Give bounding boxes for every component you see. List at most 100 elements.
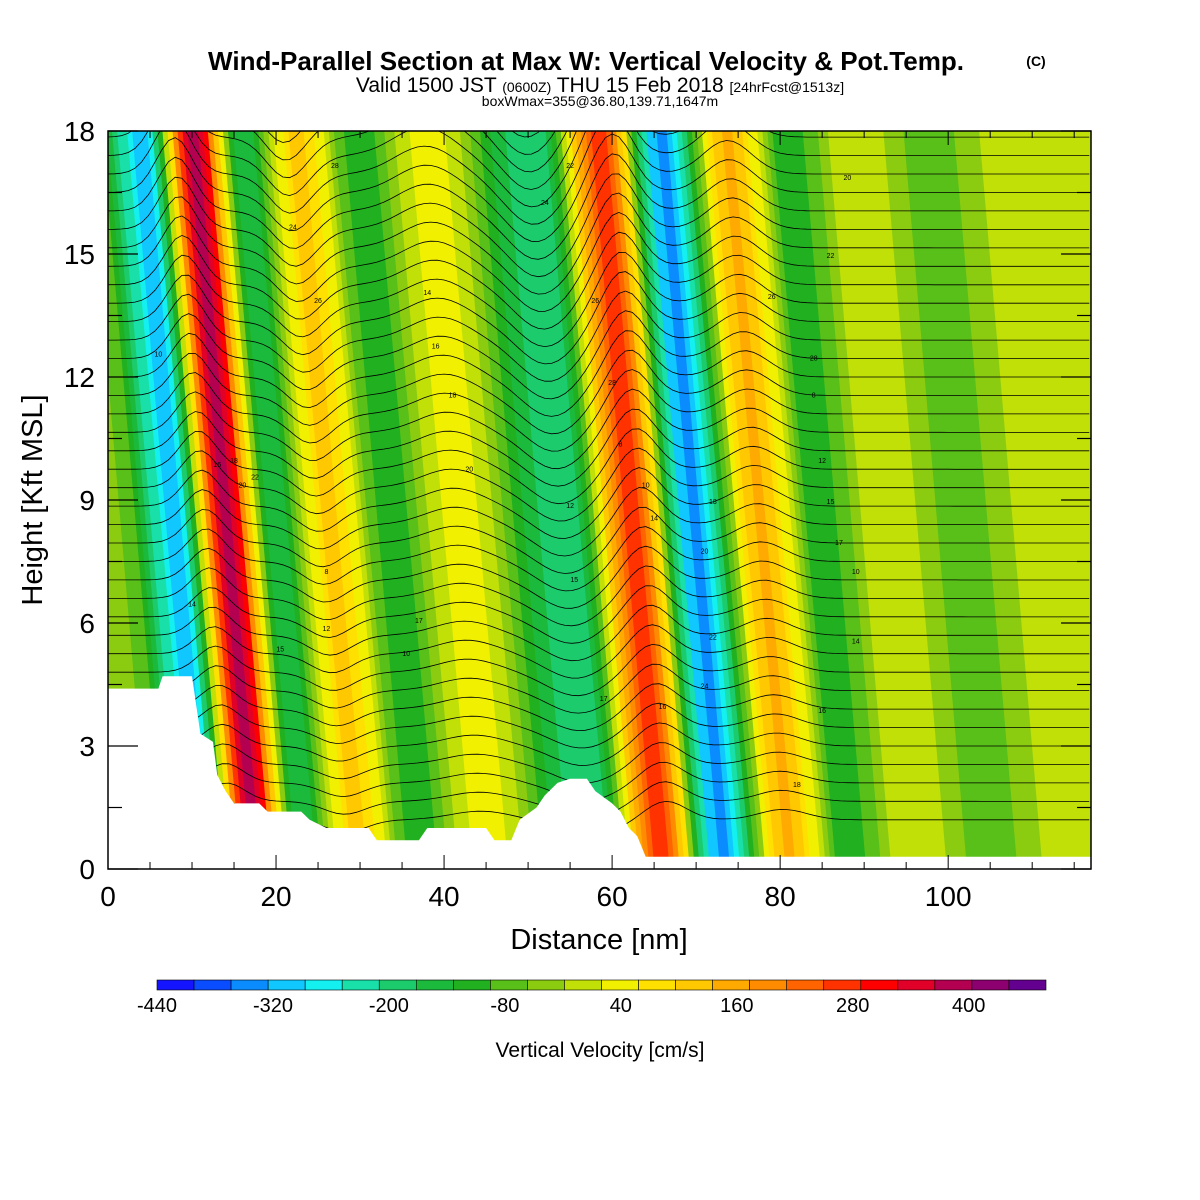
theta-contour-label: 12 <box>566 503 574 510</box>
velocity-cell <box>157 131 227 869</box>
theta-contour-label: 16 <box>818 708 826 715</box>
theta-contour <box>108 722 1090 766</box>
velocity-cell <box>969 131 1038 869</box>
theta-contour-label: 14 <box>423 290 431 297</box>
velocity-cell <box>671 131 741 869</box>
velocity-cell <box>721 131 791 869</box>
velocity-cell <box>409 131 479 869</box>
x-tick-label: 60 <box>597 881 628 912</box>
theta-contour <box>108 131 1090 190</box>
velocity-cell <box>611 131 681 869</box>
velocity-cell <box>550 131 620 869</box>
colorbar-tick-label: -320 <box>253 995 293 1017</box>
velocity-cell <box>565 131 635 869</box>
velocity-cell <box>651 131 721 869</box>
velocity-cell <box>227 131 297 869</box>
velocity-cell <box>485 131 555 869</box>
y-tick-label: 9 <box>79 485 95 516</box>
theta-contour-label: 26 <box>768 294 776 301</box>
colorbar-tick-label: 400 <box>952 995 985 1017</box>
velocity-cell <box>732 131 802 869</box>
velocity-cell <box>197 131 267 869</box>
velocity-cell <box>419 131 489 869</box>
colorbar-swatch <box>601 979 639 991</box>
theta-contour <box>108 330 1090 417</box>
velocity-cell <box>333 131 403 869</box>
theta-contour-labels: 10 14 16 18 20 22 24 26 28 8 12 15 17 10 14 16 18 20 22 24 2… <box>155 163 860 789</box>
colorbar-tick-label: -80 <box>490 995 519 1017</box>
velocity-cell <box>384 131 454 869</box>
velocity-cell <box>595 131 665 869</box>
velocity-cell <box>727 131 797 869</box>
velocity-cell <box>848 131 918 869</box>
velocity-cell <box>711 131 781 869</box>
velocity-cell <box>1089 131 1091 143</box>
theta-contour-label: 15 <box>570 577 578 584</box>
velocity-cell <box>585 131 655 869</box>
theta-contour-label: 28 <box>331 163 339 170</box>
velocity-cell <box>515 131 585 869</box>
velocity-cell <box>1059 131 1091 495</box>
velocity-cell <box>505 131 575 869</box>
velocity-cell <box>772 131 842 869</box>
velocity-cell <box>631 131 701 869</box>
velocity-cell <box>898 131 968 869</box>
velocity-cell <box>641 131 711 869</box>
y-tick-label: 6 <box>79 608 95 639</box>
velocity-cell <box>979 131 1049 869</box>
velocity-cell <box>943 131 1013 869</box>
velocity-cell <box>1135 131 1200 869</box>
velocity-cell <box>1019 131 1089 869</box>
colorbar-swatch <box>786 979 825 991</box>
velocity-cell <box>520 131 590 869</box>
theta-contour <box>108 349 1090 435</box>
theta-contour-label: 16 <box>213 462 221 469</box>
velocity-cell <box>636 131 706 869</box>
velocity-cell <box>354 131 423 869</box>
velocity-cell <box>1115 131 1184 869</box>
velocity-cell <box>1095 131 1164 869</box>
theta-contour-label: 12 <box>818 458 826 465</box>
velocity-cell <box>1054 131 1091 553</box>
velocity-cell <box>369 131 439 869</box>
theta-contour <box>108 663 1090 714</box>
velocity-cell <box>787 131 857 869</box>
colorbar-tick-label: 40 <box>610 995 632 1017</box>
theta-contour-label: 22 <box>827 253 835 260</box>
colorbar-swatch <box>267 979 306 991</box>
velocity-cell <box>414 131 484 869</box>
velocity-cell <box>686 131 756 869</box>
velocity-cell <box>948 131 1018 869</box>
velocity-cell <box>676 131 746 869</box>
velocity-cell <box>424 131 494 869</box>
velocity-cell <box>661 131 731 869</box>
velocity-cell <box>873 131 943 869</box>
chart-subtitle-2: boxWmax=355@36.80,139.71,1647m <box>482 93 718 109</box>
theta-contour <box>108 0 1089 50</box>
copyright-mark: (C) <box>1026 53 1045 69</box>
theta-contour <box>108 506 1090 574</box>
velocity-cell <box>1074 131 1091 319</box>
velocity-cell <box>913 131 983 869</box>
theta-contour <box>108 173 1090 278</box>
theta-contour-label: 24 <box>289 224 297 231</box>
theta-contour <box>108 624 1090 679</box>
theta-contour <box>108 388 1090 470</box>
theta-contour <box>108 131 1090 225</box>
velocity-cell <box>429 131 499 869</box>
velocity-cell <box>535 131 605 869</box>
velocity-cell <box>999 131 1069 869</box>
theta-contour-label: 17 <box>415 618 423 625</box>
terrain-mask <box>108 676 1091 869</box>
velocity-cell <box>1049 131 1091 612</box>
velocity-cell <box>984 131 1054 869</box>
velocity-cell <box>958 131 1028 869</box>
theta-contour <box>108 131 1090 208</box>
theta-contour-label: 28 <box>810 356 818 363</box>
colorbar-swatch <box>415 979 454 991</box>
theta-contour <box>108 526 1090 592</box>
velocity-cell <box>480 131 550 869</box>
velocity-cell <box>747 131 817 869</box>
velocity-cell <box>530 131 600 869</box>
x-tick-label: 80 <box>765 881 796 912</box>
